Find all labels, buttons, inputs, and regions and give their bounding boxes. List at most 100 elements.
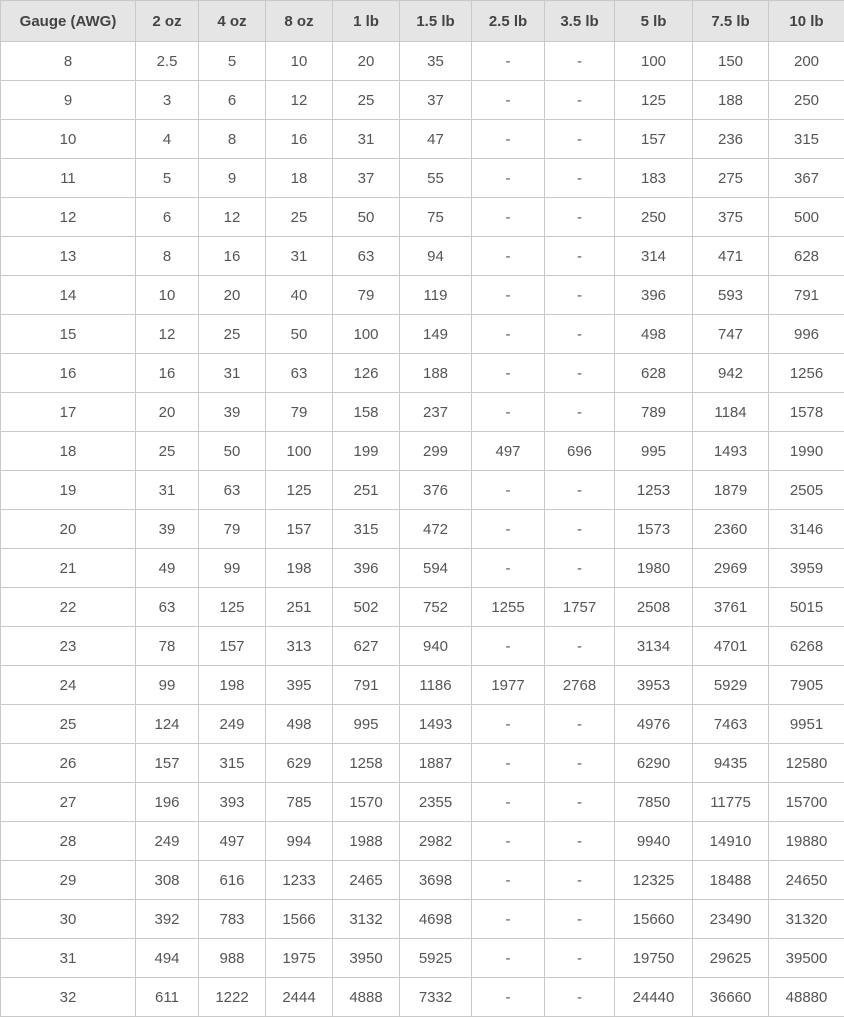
table-cell: - (471, 80, 545, 120)
table-cell: 188 (399, 353, 472, 393)
table-cell: 157 (265, 509, 333, 549)
table-cell: 494 (135, 938, 199, 978)
table-cell: - (544, 782, 615, 822)
table-cell: 393 (198, 782, 266, 822)
table-cell: 472 (399, 509, 472, 549)
table-cell: - (544, 821, 615, 861)
table-cell: 497 (471, 431, 545, 471)
table-cell: - (471, 392, 545, 432)
table-cell: 200 (768, 41, 844, 81)
gauge-cell: 9 (0, 80, 136, 120)
table-cell: 50 (332, 197, 400, 237)
table-cell: 125 (614, 80, 693, 120)
table-cell: 125 (265, 470, 333, 510)
table-row: 23 78 157 313 627 940- -3134 4701 6268 (0, 626, 844, 666)
table-cell: - (544, 158, 615, 198)
table-cell: 124 (135, 704, 199, 744)
gauge-cell: 11 (0, 158, 136, 198)
table-cell: - (544, 41, 615, 81)
table-cell: 1253 (614, 470, 693, 510)
table-cell: - (544, 977, 615, 1017)
gauge-cell: 16 (0, 353, 136, 393)
table-cell: 4976 (614, 704, 693, 744)
table-cell: - (471, 626, 545, 666)
table-cell: 12580 (768, 743, 844, 783)
table-cell: 2465 (332, 860, 400, 900)
table-cell: 1757 (544, 587, 615, 627)
column-header: 5 lb (614, 0, 693, 42)
table-cell: - (471, 275, 545, 315)
table-cell: 236 (692, 119, 769, 159)
table-cell: 395 (265, 665, 333, 705)
table-cell: 199 (332, 431, 400, 471)
table-cell: 994 (265, 821, 333, 861)
table-cell: 313 (265, 626, 333, 666)
table-row: 10 4 8 16 31 47- -157 236 315 (0, 119, 844, 159)
table-cell: 78 (135, 626, 199, 666)
table-row: 9 3 6 12 25 37- -125 188 250 (0, 80, 844, 120)
table-cell: 12325 (614, 860, 693, 900)
table-cell: - (544, 80, 615, 120)
table-cell: 149 (399, 314, 472, 354)
table-cell: 791 (768, 275, 844, 315)
table-cell: 628 (768, 236, 844, 276)
table-cell: 1980 (614, 548, 693, 588)
table-cell: - (471, 938, 545, 978)
table-cell: 50 (198, 431, 266, 471)
table-cell: 315 (768, 119, 844, 159)
table-cell: 16 (135, 353, 199, 393)
gauge-cell: 28 (0, 821, 136, 861)
table-cell: 31 (198, 353, 266, 393)
table-cell: 2.5 (135, 41, 199, 81)
table-cell: 63 (265, 353, 333, 393)
table-body: 8 2.5 5 10 20 35- -100 150 200 9 3 6 12 25 37- -125 188 2… (0, 41, 844, 1017)
column-header: 7.5 lb (692, 0, 769, 42)
table-cell: 126 (332, 353, 400, 393)
table-cell: 63 (135, 587, 199, 627)
table-cell: 31320 (768, 899, 844, 939)
table-cell: 12 (265, 80, 333, 120)
table-cell: 367 (768, 158, 844, 198)
table-cell: 498 (614, 314, 693, 354)
table-row: 16 16 31 63 126 188- -628 942 1256 (0, 353, 844, 393)
table-cell: - (471, 782, 545, 822)
column-header: 1 lb (332, 0, 400, 42)
table-row: 25 124 249 498 995 1493- -4976 7463 9951 (0, 704, 844, 744)
table-cell: 375 (692, 197, 769, 237)
gauge-cell: 29 (0, 860, 136, 900)
table-cell: 7463 (692, 704, 769, 744)
table-cell: 1255 (471, 587, 545, 627)
table-cell: 39500 (768, 938, 844, 978)
table-cell: 10 (135, 275, 199, 315)
table-cell: 24440 (614, 977, 693, 1017)
table-cell: 627 (332, 626, 400, 666)
table-cell: 376 (399, 470, 472, 510)
table-cell: 14910 (692, 821, 769, 861)
table-cell: 747 (692, 314, 769, 354)
table-cell: 3959 (768, 548, 844, 588)
table-cell: 4 (135, 119, 199, 159)
table-cell: 2505 (768, 470, 844, 510)
table-cell: 5 (135, 158, 199, 198)
table-cell: 157 (614, 119, 693, 159)
table-cell: 1493 (692, 431, 769, 471)
table-cell: 696 (544, 431, 615, 471)
table-cell: 392 (135, 899, 199, 939)
table-row: 24 99 198 395 791 1186 1977 2768 3953 5929 7905 (0, 665, 844, 705)
table-row: 21 49 99 198 396 594- -1980 2969 3959 (0, 548, 844, 588)
table-cell: 611 (135, 977, 199, 1017)
table-cell: 20 (332, 41, 400, 81)
table-cell: 40 (265, 275, 333, 315)
table-cell: - (471, 743, 545, 783)
table-cell: 188 (692, 80, 769, 120)
table-cell: 502 (332, 587, 400, 627)
gauge-cell: 21 (0, 548, 136, 588)
table-cell: 35 (399, 41, 472, 81)
table-cell: 1578 (768, 392, 844, 432)
table-cell: 593 (692, 275, 769, 315)
table-cell: - (471, 41, 545, 81)
header-row: Gauge (AWG) 2 oz 4 oz 8 oz 1 lb 1.5 lb 2.5 lb 3… (0, 0, 844, 42)
table-cell: 1990 (768, 431, 844, 471)
column-header: 2.5 lb (471, 0, 545, 42)
table-cell: - (471, 977, 545, 1017)
